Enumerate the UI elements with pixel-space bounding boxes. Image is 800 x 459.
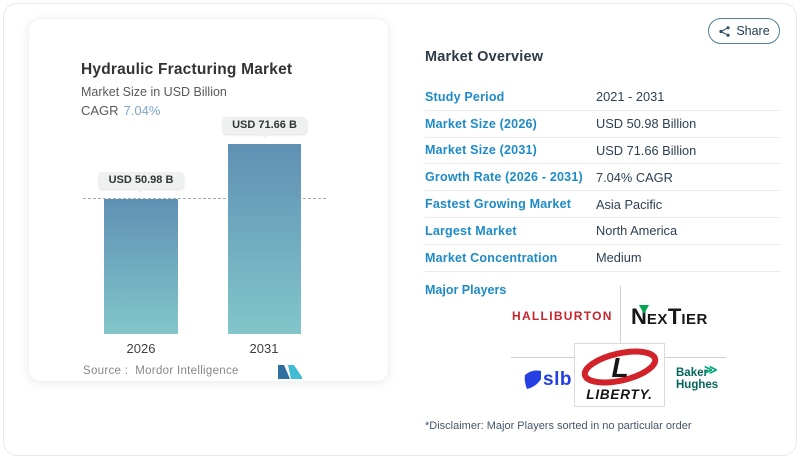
cagr-value: 7.04%	[123, 103, 161, 118]
row-label: Market Concentration	[425, 250, 558, 265]
cagr-line: CAGR 7.04%	[81, 103, 160, 118]
table-row: Market Concentration Medium	[425, 245, 781, 272]
hughes-text: Hughes	[676, 379, 719, 391]
nextier-text: IER	[681, 311, 708, 328]
nextier-text: T	[667, 304, 682, 329]
players-vertical-divider	[620, 286, 621, 343]
row-value: 2021 - 2031	[596, 89, 665, 105]
slb-logo: slb	[524, 369, 572, 391]
cagr-label: CAGR	[81, 103, 119, 118]
baker-hughes-logo: ≫ Baker Hughes	[676, 362, 719, 391]
slb-swoosh-icon	[524, 370, 541, 389]
liberty-logo: L LIBERTY.	[574, 343, 665, 407]
bar-value-text: USD 50.98 B	[108, 174, 174, 186]
nextier-text: EX	[646, 311, 668, 328]
players-horizontal-divider-right	[665, 357, 726, 358]
row-label: Study Period	[425, 89, 505, 104]
row-value: USD 50.98 Billion	[596, 116, 697, 132]
table-row: Market Size (2026) USD 50.98 Billion	[425, 111, 781, 138]
row-label: Fastest Growing Market	[425, 197, 572, 212]
share-button[interactable]: Share	[708, 18, 780, 44]
players-horizontal-divider-left	[511, 357, 574, 358]
table-row: Largest Market North America	[425, 218, 781, 245]
source-prefix: Source :	[83, 365, 129, 377]
reference-dashed-line	[83, 198, 326, 199]
chart-title: Hydraulic Fracturing Market	[81, 61, 293, 78]
baker-hughes-arrow-icon: ≫	[704, 362, 718, 377]
table-row: Study Period 2021 - 2031	[425, 84, 781, 111]
liberty-ellipse-icon: L	[581, 348, 658, 386]
table-row: Market Size (2031) USD 71.66 Billion	[425, 138, 781, 165]
chart-card: Hydraulic Fracturing Market Market Size …	[28, 18, 389, 382]
row-label: Market Size (2031)	[425, 143, 537, 158]
svg-text:L: L	[611, 352, 628, 383]
source-attribution: Source : Mordor Intelligence	[83, 365, 239, 377]
overview-table: Study Period 2021 - 2031 Market Size (20…	[425, 84, 781, 272]
row-label: Growth Rate (2026 - 2031)	[425, 170, 583, 185]
bar-value-label-2026: USD 50.98 B	[98, 172, 184, 189]
table-row: Fastest Growing Market Asia Pacific	[425, 191, 781, 218]
liberty-wordmark: LIBERTY.	[586, 387, 653, 402]
bar-2031	[228, 144, 301, 334]
bar-value-label-2031: USD 71.66 B	[222, 117, 307, 134]
major-players-label: Major Players	[425, 283, 507, 297]
x-axis-label-2031: 2031	[249, 341, 279, 356]
row-value: Asia Pacific	[596, 196, 663, 212]
disclaimer-text: *Disclaimer: Major Players sorted in no …	[425, 420, 692, 432]
slb-wordmark: slb	[543, 369, 572, 390]
nextier-green-wedge-icon	[639, 305, 649, 314]
row-value: 7.04% CAGR	[596, 169, 673, 185]
source-name: Mordor Intelligence	[135, 365, 239, 377]
halliburton-logo: HALLIBURTON	[512, 309, 613, 323]
row-label: Market Size (2026)	[425, 116, 537, 131]
overview-heading: Market Overview	[425, 49, 544, 65]
bar-column-2031: USD 71.66 B	[222, 19, 307, 334]
bar-value-text: USD 71.66 B	[232, 119, 297, 131]
table-row: Growth Rate (2026 - 2031) 7.04% CAGR	[425, 164, 781, 192]
bar-chart: USD 50.98 B USD 71.66 B	[29, 19, 388, 334]
share-icon	[719, 25, 730, 37]
mordor-intelligence-logo-icon	[278, 365, 302, 379]
nextier-logo: NEXTIER	[631, 304, 708, 330]
x-axis-label-2026: 2026	[126, 341, 156, 356]
chart-subtitle: Market Size in USD Billion	[81, 85, 227, 99]
row-value: USD 71.66 Billion	[596, 142, 697, 158]
baker-text: Baker	[676, 367, 708, 379]
row-label: Largest Market	[425, 223, 517, 238]
share-label: Share	[736, 24, 770, 38]
row-value: North America	[596, 223, 678, 239]
bar-2026	[104, 199, 178, 334]
bar-column-2026: USD 50.98 B	[98, 19, 184, 334]
row-value: Medium	[596, 250, 642, 266]
